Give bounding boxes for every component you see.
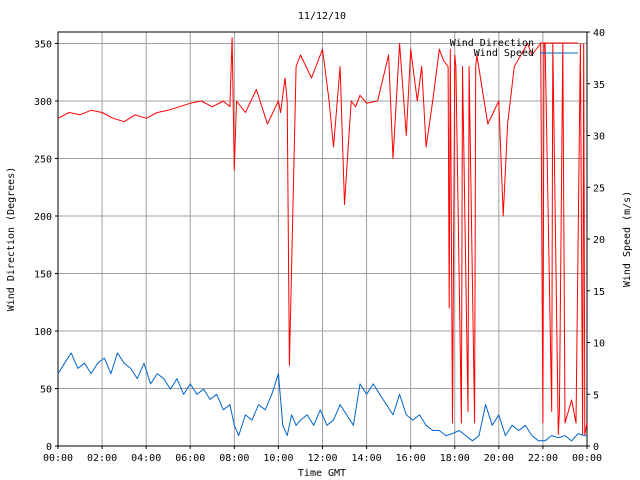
y-right-tick-label: 40 — [593, 28, 605, 39]
y-right-tick-label: 5 — [593, 390, 599, 401]
x-tick-label: 16:00 — [396, 453, 426, 464]
grid — [57, 32, 588, 446]
y-right-tick-label: 10 — [593, 339, 605, 350]
right-axis-label: Wind Speed (m/s) — [622, 191, 633, 287]
y-left-tick-label: 300 — [34, 97, 52, 108]
y-right-tick-label: 35 — [593, 80, 605, 91]
x-tick-label: 12:00 — [307, 453, 337, 464]
y-left-tick-label: 200 — [34, 212, 52, 223]
axes-layer: 00:00 02:00 04:00 06:00 08:00 10:00 12:00 14:00… — [34, 28, 605, 464]
series-line-wind-speed — [57, 352, 587, 442]
y-left-tick-label: 150 — [34, 270, 52, 281]
x-tick-label: 20:00 — [484, 453, 514, 464]
x-tick-label: 14:00 — [352, 453, 382, 464]
x-tick-label: 00:00 — [43, 453, 73, 464]
y-right-tick-label: 25 — [593, 183, 605, 194]
x-tick-label: 08:00 — [219, 453, 249, 464]
x-tick-label: 04:00 — [131, 453, 161, 464]
x-tick-label: 18:00 — [440, 453, 470, 464]
y-left-tick-label: 0 — [46, 442, 52, 453]
series-line-wind-direction — [57, 37, 588, 435]
series-layer — [57, 37, 588, 442]
legend-label-wind-speed: Wind Speed — [474, 48, 534, 59]
x-tick-label: 10:00 — [263, 453, 293, 464]
chart-title: 11/12/10 — [298, 11, 346, 22]
x-tick-label: 22:00 — [528, 453, 558, 464]
left-axis-label: Wind Direction (Degrees) — [6, 167, 17, 312]
legend-label-wind-direction: Wind Direction — [450, 38, 534, 49]
x-axis-label: Time GMT — [298, 468, 346, 479]
y-left-tick-label: 100 — [34, 327, 52, 338]
y-left-tick-label: 250 — [34, 155, 52, 166]
x-tick-label: 00:00 — [572, 453, 602, 464]
y-right-tick-label: 30 — [593, 132, 605, 143]
y-right-tick-label: 0 — [593, 442, 599, 453]
x-tick-label: 06:00 — [175, 453, 205, 464]
y-left-tick-label: 350 — [34, 40, 52, 51]
legend: Wind Direction Wind Speed — [450, 38, 578, 59]
y-right-tick-label: 20 — [593, 235, 605, 246]
x-tick-label: 02:00 — [87, 453, 117, 464]
y-right-tick-label: 15 — [593, 287, 605, 298]
y-left-tick-label: 50 — [40, 385, 52, 396]
